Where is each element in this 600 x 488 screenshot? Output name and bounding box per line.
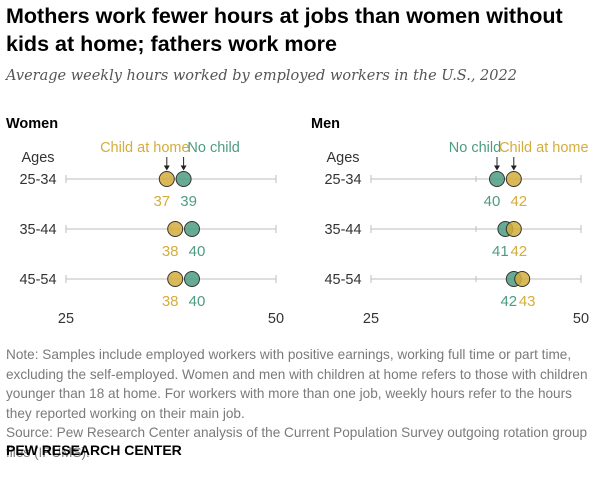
legend-arrowhead [510,165,517,171]
data-label: 39 [180,193,197,210]
data-point [505,221,522,237]
note-text: Note: Samples include employed workers w… [6,347,588,421]
data-point [514,271,531,287]
legend-arrowhead [180,165,187,171]
data-label: 41 [492,243,509,260]
x-tick-label: 50 [268,311,284,327]
data-label: 42 [510,193,527,210]
source-text: Source: Pew Research Center analysis of … [6,425,588,460]
data-label: 38 [162,293,179,310]
data-label: 43 [519,293,536,310]
data-label: 42 [510,243,527,260]
legend-arrowhead [494,165,500,171]
data-point [505,171,522,187]
legend-label: Child at home [100,140,189,156]
legend-arrowhead [163,165,170,171]
age-label: 35-44 [19,222,56,238]
data-point [184,271,200,287]
legend-label: No child [449,140,501,156]
data-label: 42 [500,293,517,310]
data-point [175,171,192,187]
data-point [489,171,505,187]
age-label: 45-54 [324,272,361,288]
organization-name: PEW RESEARCH CENTER [6,442,182,458]
row-header: Ages [21,150,54,166]
age-label: 25-34 [324,172,361,188]
notes: Note: Samples include employed workers w… [6,345,596,462]
chart-title: Mothers work fewer hours at jobs than wo… [6,4,563,56]
data-label: 38 [162,243,179,260]
x-tick-label: 25 [58,311,74,327]
age-label: 35-44 [324,222,361,238]
age-label: 45-54 [19,272,56,288]
panel-title: Men [311,116,340,132]
data-point [167,221,184,237]
data-label: 40 [189,293,206,310]
legend-label: No child [187,140,239,156]
data-label: 40 [189,243,206,260]
legend-label: Child at home [499,140,588,156]
data-point [158,171,175,187]
data-point [184,221,200,237]
panel-title: Women [6,116,58,132]
data-point [167,271,184,287]
data-label: 40 [484,193,501,210]
row-header: Ages [326,150,359,166]
chart-subtitle: Average weekly hours worked by employed … [6,68,517,84]
age-label: 25-34 [19,172,56,188]
x-tick-label: 50 [573,311,589,327]
x-tick-label: 25 [363,311,379,327]
data-label: 37 [153,193,170,210]
